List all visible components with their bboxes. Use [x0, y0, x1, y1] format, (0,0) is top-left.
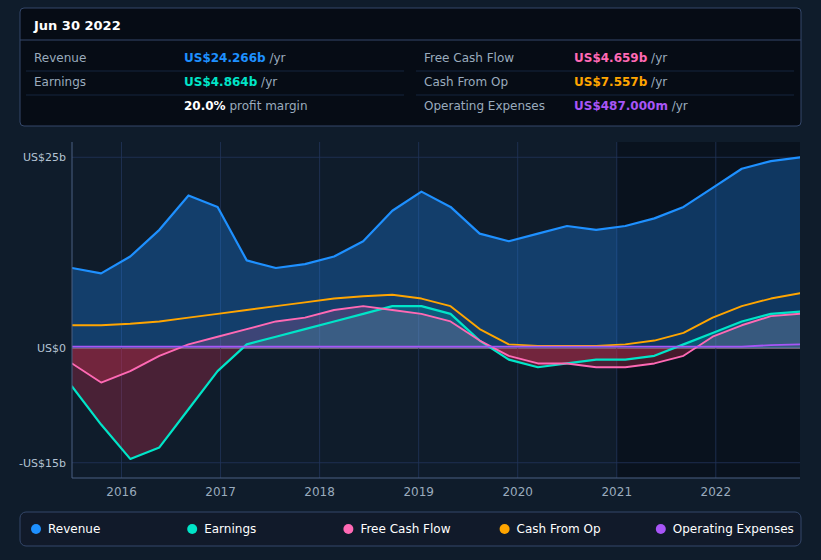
x-tick-label: 2021: [601, 485, 632, 499]
y-grid-line: [72, 462, 800, 463]
legend-marker: [187, 524, 197, 534]
annotation-value-text: US$4.659b /yr: [574, 51, 667, 65]
axes: 2016 2017 2018 2019 2020 2021 2022 US$25b US$0 -U…: [19, 142, 800, 499]
annotation-value-text: US$7.557b /yr: [574, 75, 667, 89]
annotation-label: Revenue: [34, 51, 86, 65]
legend-marker: [656, 524, 666, 534]
y-axis-line: [72, 142, 73, 478]
x-tick-label: 2020: [502, 485, 533, 499]
legend-label: Cash From Op: [517, 522, 601, 536]
annotation-suffix: profit margin: [226, 99, 308, 113]
annotation-row-divider: [416, 71, 794, 72]
annotation-value: US$4.864b: [184, 75, 258, 89]
annotation-row-divider: [26, 71, 404, 72]
area-negative-group: [72, 348, 800, 459]
annotation-value: US$24.266b: [184, 51, 266, 65]
x-tick-label: 2019: [403, 485, 434, 499]
annotation-value-text: US$24.266b /yr: [184, 51, 286, 65]
annotation-suffix: /yr: [647, 75, 667, 89]
area-negative: [72, 348, 800, 459]
plot-area: [72, 142, 800, 478]
x-tick-label: 2016: [106, 485, 137, 499]
annotation-value: US$7.557b: [574, 75, 648, 89]
y-tick-label: US$0: [37, 342, 66, 355]
x-axis-line: [72, 478, 800, 479]
annotation-value: US$487.000m: [574, 99, 668, 113]
annotation-value: US$4.659b: [574, 51, 648, 65]
x-tick-label: 2017: [205, 485, 236, 499]
annotation-value-text: US$487.000m /yr: [574, 99, 688, 113]
annotation-box: [20, 8, 801, 126]
chart: Jun 30 2022 Revenue US$24.266b /yr Earnings…: [0, 0, 821, 560]
series-line: [72, 157, 800, 273]
legend-label: Operating Expenses: [673, 522, 794, 536]
series-line: [72, 344, 800, 346]
x-tick-label: 2022: [701, 485, 732, 499]
y-tick-label: US$25b: [23, 151, 66, 164]
series-line: [72, 293, 800, 346]
annotation-label: Cash From Op: [424, 75, 508, 89]
annotation-row-divider: [26, 95, 404, 96]
legend-marker: [31, 524, 41, 534]
legend-box: [20, 512, 801, 546]
area-positive: [72, 306, 800, 348]
annotation-suffix: /yr: [647, 51, 667, 65]
annotation-label: Free Cash Flow: [424, 51, 514, 65]
x-tick-label: 2018: [304, 485, 335, 499]
legend-marker: [343, 524, 353, 534]
annotation-value: 20.0%: [184, 99, 226, 113]
legend: Revenue Earnings Free Cash Flow Cash From O…: [20, 512, 801, 546]
annotation-row-divider: [416, 95, 794, 96]
legend-label: Revenue: [48, 522, 100, 536]
legend-label: Earnings: [204, 522, 256, 536]
annotation-value-text: US$4.864b /yr: [184, 75, 277, 89]
annotation-suffix: /yr: [668, 99, 688, 113]
area-negative: [72, 348, 800, 382]
area-positive-group: [72, 306, 800, 348]
annotation-suffix: /yr: [257, 75, 277, 89]
annotation-label: Operating Expenses: [424, 99, 545, 113]
legend-marker: [500, 524, 510, 534]
legend-label: Free Cash Flow: [360, 522, 450, 536]
annotation-value-text: 20.0% profit margin: [184, 99, 307, 113]
y-grid-line: [72, 157, 800, 158]
area-negative-group: [72, 348, 800, 382]
annotation-label: Earnings: [34, 75, 86, 89]
y-tick-label: -US$15b: [19, 457, 66, 470]
annotation-divider: [20, 40, 801, 41]
annotation-suffix: /yr: [266, 51, 286, 65]
annotation-title: Jun 30 2022: [33, 18, 121, 33]
annotation: Jun 30 2022 Revenue US$24.266b /yr Earnings…: [20, 8, 801, 126]
